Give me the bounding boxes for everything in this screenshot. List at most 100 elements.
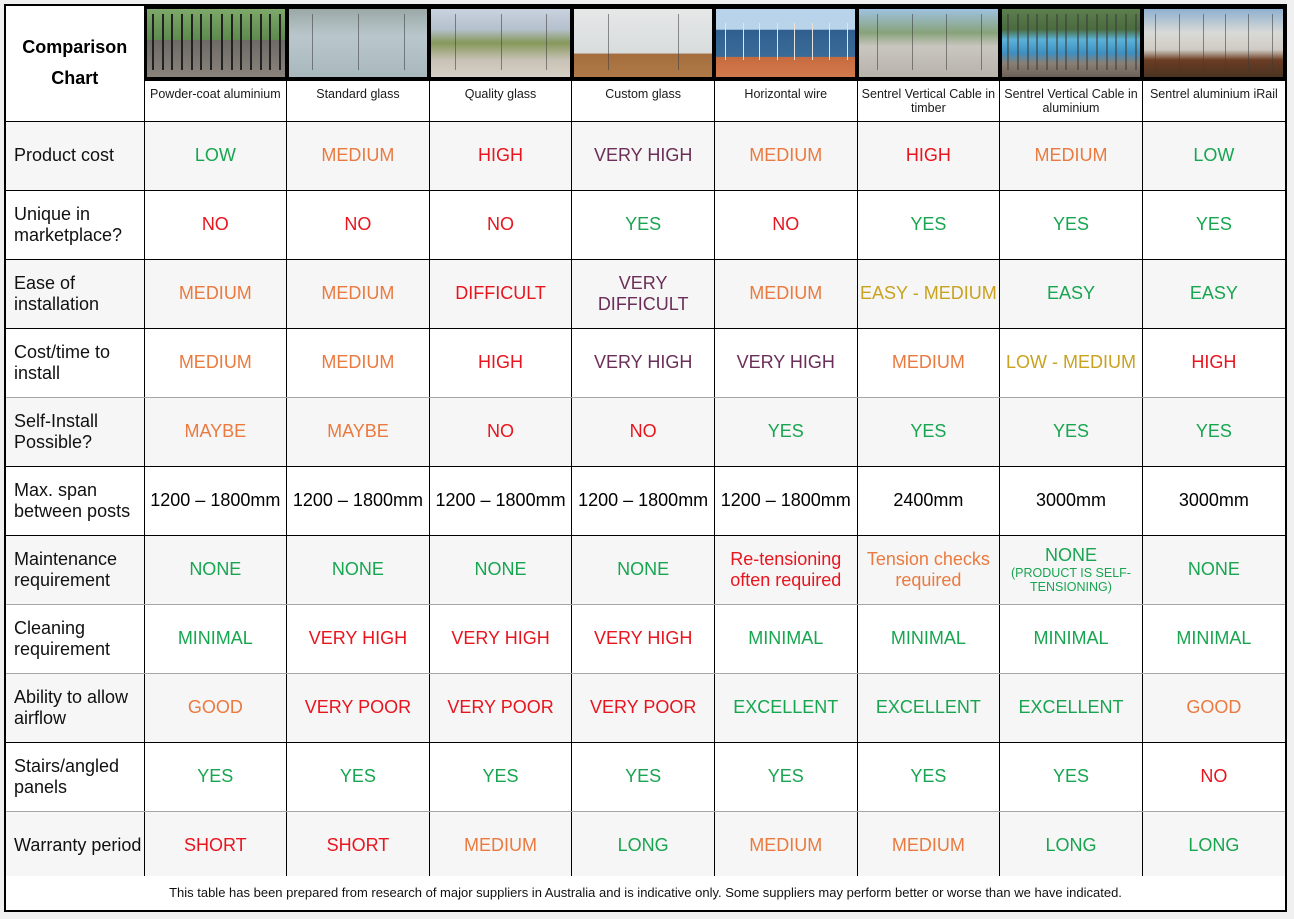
rating-cell: YES xyxy=(857,190,1001,260)
row-header: Product cost xyxy=(6,121,145,191)
rating-cell: YES xyxy=(714,742,858,812)
rating-value: YES xyxy=(625,766,662,786)
rating-cell: 1200 – 1800mm xyxy=(286,466,430,536)
rating-value: 1200 – 1800mm xyxy=(292,490,423,510)
rating-value: YES xyxy=(910,421,947,441)
rating-cell: EASY xyxy=(999,259,1143,329)
powder-coat-aluminium-balustrade-photo xyxy=(146,9,285,77)
rating-value: MINIMAL xyxy=(1176,628,1252,648)
rating-cell: NONE xyxy=(144,535,288,605)
row-header: Cost/time to install xyxy=(6,328,145,398)
product-image-cell xyxy=(571,6,715,81)
product-image-cell xyxy=(144,6,287,81)
rating-value: YES xyxy=(767,766,804,786)
rating-value: LONG xyxy=(1188,835,1240,855)
rating-cell: 1200 – 1800mm xyxy=(714,466,858,536)
rating-cell: EXCELLENT xyxy=(857,673,1001,743)
rating-value: HIGH xyxy=(478,352,524,372)
rating-value: MAYBE xyxy=(327,421,389,441)
sentrel-aluminium-irail-photo xyxy=(1144,9,1283,77)
rating-cell: YES xyxy=(286,742,430,812)
row-header: Stairs/angled panels xyxy=(6,742,145,812)
rating-value: LONG xyxy=(617,835,669,855)
rating-value: YES xyxy=(1052,766,1089,786)
rating-value: YES xyxy=(197,766,234,786)
sentrel-vertical-cable-aluminium-photo xyxy=(1001,9,1141,77)
table-row: Ability to allow airflow GOOD VERY POOR VER… xyxy=(6,673,1285,743)
product-name: Standard glass xyxy=(286,81,430,122)
rating-cell: LONG xyxy=(1142,811,1285,881)
rating-value: YES xyxy=(339,766,376,786)
product-name: Sentrel Vertical Cable in timber xyxy=(857,81,1001,122)
product-name: Custom glass xyxy=(571,81,715,122)
product-image-cell xyxy=(714,6,858,81)
rating-value: NONE xyxy=(1187,559,1240,579)
rating-cell: Tension checks required xyxy=(857,535,1001,605)
rating-cell: LOW xyxy=(1142,121,1285,191)
rating-cell: MEDIUM xyxy=(286,121,430,191)
rating-value: GOOD xyxy=(1186,697,1242,717)
rating-value: EASY - MEDIUM xyxy=(860,283,997,303)
rating-value: MEDIUM xyxy=(749,835,823,855)
rating-cell: LOW - MEDIUM xyxy=(999,328,1143,398)
rating-value: YES xyxy=(1052,214,1089,234)
rating-cell: MINIMAL xyxy=(714,604,858,674)
product-name: Sentrel aluminium iRail xyxy=(1142,81,1285,122)
rating-value: 3000mm xyxy=(1178,490,1249,510)
rating-value: GOOD xyxy=(187,697,243,717)
rating-value: VERY HIGH xyxy=(593,145,693,165)
rating-value: NO xyxy=(629,421,657,441)
rating-value: MEDIUM xyxy=(321,283,395,303)
image-row: Comparison Chart xyxy=(6,6,1285,122)
rating-value: VERY POOR xyxy=(589,697,697,717)
product-label-row: Powder-coat aluminium Standard glass Quali… xyxy=(6,81,1285,122)
rating-value: MAYBE xyxy=(184,421,247,441)
rating-value: EXCELLENT xyxy=(1018,697,1124,717)
rating-value: 3000mm xyxy=(1035,490,1106,510)
rating-value: LOW xyxy=(1193,145,1235,165)
rating-cell: GOOD xyxy=(144,673,288,743)
table-row: Cost/time to install MEDIUM MEDIUM HIGH VERY… xyxy=(6,328,1285,398)
rating-cell: YES xyxy=(571,190,715,260)
rating-cell: HIGH xyxy=(857,121,1001,191)
rating-value: YES xyxy=(1195,214,1232,234)
rating-cell: HIGH xyxy=(429,328,573,398)
rating-cell: MEDIUM xyxy=(714,259,858,329)
rating-value: VERY POOR xyxy=(447,697,554,717)
rating-cell: YES xyxy=(571,742,715,812)
rating-value: MEDIUM xyxy=(891,835,965,855)
row-header: Ability to allow airflow xyxy=(6,673,145,743)
rating-cell: YES xyxy=(999,190,1143,260)
rating-cell: MAYBE xyxy=(144,397,288,467)
table-row: Stairs/angled panels YES YES YES YES YES YES YE… xyxy=(6,742,1285,812)
rating-cell: GOOD xyxy=(1142,673,1285,743)
rating-cell: NONE xyxy=(1142,535,1285,605)
chart-title: Comparison Chart xyxy=(6,6,145,122)
table-row: Maintenance requirement NONE NONE NONE NONE R… xyxy=(6,535,1285,605)
rating-cell: VERY HIGH xyxy=(286,604,430,674)
rating-value: MINIMAL xyxy=(890,628,966,648)
table-row: Warranty period SHORT SHORT MEDIUM LONG MEDIU… xyxy=(6,811,1285,881)
rating-cell: Re-tensioning often required xyxy=(714,535,858,605)
rating-value: VERY POOR xyxy=(304,697,412,717)
rating-value: HIGH xyxy=(905,145,951,165)
rating-cell: EASY - MEDIUM xyxy=(857,259,1001,329)
row-header: Ease of installation xyxy=(6,259,145,329)
row-header: Self-Install Possible? xyxy=(6,397,145,467)
rating-cell: NONE xyxy=(571,535,715,605)
rating-cell: YES xyxy=(999,397,1143,467)
row-header: Cleaning requirement xyxy=(6,604,145,674)
rating-value: HIGH xyxy=(478,145,524,165)
rating-cell: MEDIUM xyxy=(999,121,1143,191)
rating-value: VERY HIGH xyxy=(308,628,408,648)
rating-cell: VERY HIGH xyxy=(571,604,715,674)
rating-cell: NO xyxy=(1142,742,1285,812)
rating-value: EASY xyxy=(1046,283,1095,303)
rating-value: VERY DIFFICULT xyxy=(597,272,689,314)
rating-cell: LOW xyxy=(144,121,288,191)
rating-value: 1200 – 1800mm xyxy=(150,490,281,510)
rating-cell: NONE xyxy=(429,535,573,605)
rating-value: VERY HIGH xyxy=(451,628,550,648)
rating-cell: YES xyxy=(1142,190,1285,260)
rating-value: YES xyxy=(910,766,947,786)
